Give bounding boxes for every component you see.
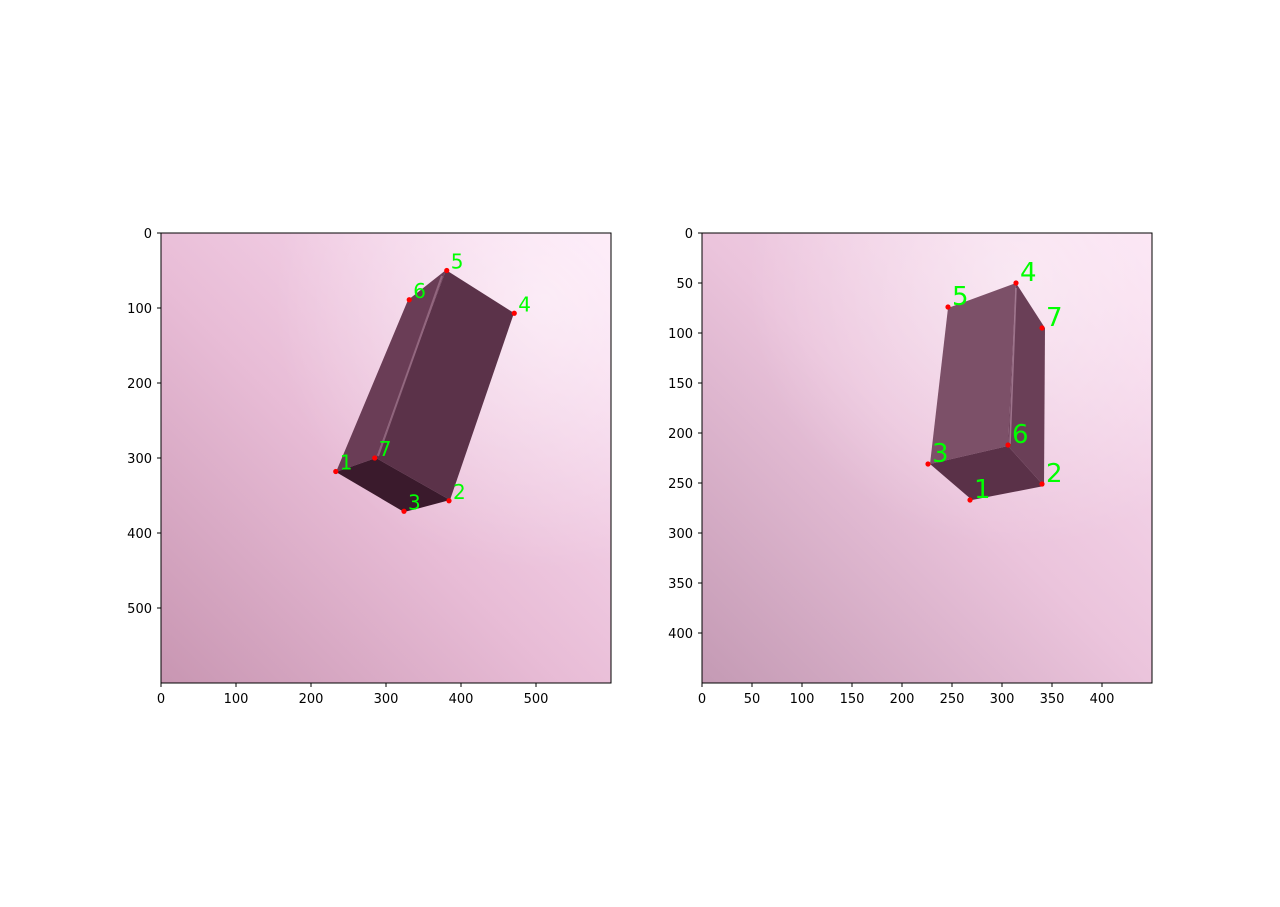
keypoint-label: 7 [1046, 303, 1063, 333]
y-tick-label: 50 [676, 277, 693, 292]
y-tick-label: 300 [668, 527, 693, 542]
keypoint-label: 6 [413, 279, 426, 303]
keypoint-label: 4 [1020, 258, 1037, 288]
keypoint-marker [1039, 325, 1045, 331]
keypoint-marker [446, 498, 452, 504]
axes-right-frame [701, 232, 1153, 684]
keypoint-label: 1 [340, 451, 353, 475]
box-right-edge-highlight [1009, 287, 1017, 445]
box-left-side-face [376, 270, 514, 500]
y-tick-label: 0 [144, 227, 152, 242]
y-tick-label: 100 [127, 302, 152, 317]
keypoints-right: 31 26 4 5 7 [925, 258, 1063, 505]
y-tick-label: 400 [668, 627, 693, 642]
y-tick-label: 300 [127, 452, 152, 467]
y-tick-label: 500 [127, 602, 152, 617]
keypoint-label: 3 [932, 439, 949, 469]
y-tick-label: 350 [668, 577, 693, 592]
box-left-bottom-face [336, 458, 450, 512]
keypoint-marker [406, 297, 412, 303]
y-tick-label: 100 [668, 327, 693, 342]
keypoint-label: 1 [974, 475, 991, 505]
x-tick-label: 100 [224, 692, 249, 707]
keypoint-marker [925, 461, 931, 467]
keypoint-label: 2 [453, 480, 466, 504]
x-tick-label: 200 [890, 692, 915, 707]
y-tick-label: 400 [127, 527, 152, 542]
keypoint-marker [444, 267, 450, 274]
x-tick-label: 50 [744, 692, 761, 707]
keypoint-marker [333, 468, 339, 475]
box-right-front-face [930, 283, 1016, 464]
x-tick-label: 300 [990, 692, 1015, 707]
keypoint-label: 6 [1012, 420, 1029, 450]
keypoint-marker [1039, 481, 1045, 487]
y-tick-label: 150 [668, 377, 693, 392]
x-tick-label: 150 [840, 692, 865, 707]
ticks-right: 0 50 100 150 200 250 300 350 400 0 50 100 150 200 250 3… [668, 227, 1114, 707]
y-tick-label: 200 [127, 377, 152, 392]
x-tick-label: 500 [524, 692, 549, 707]
x-tick-label: 400 [1090, 692, 1115, 707]
x-tick-label: 350 [1040, 692, 1065, 707]
keypoint-marker [967, 497, 973, 503]
x-tick-label: 200 [299, 692, 324, 707]
y-tick-label: 250 [668, 477, 693, 492]
x-tick-label: 400 [449, 692, 474, 707]
box-left-edge-highlight [377, 275, 443, 457]
keypoint-marker [1005, 442, 1011, 448]
keypoint-label: 5 [451, 250, 464, 274]
panel-left: 1 7 3 2 4 5 6 0 100 200 300 400 500 0 100 200 300 400 500 [127, 227, 612, 707]
x-tick-label: 100 [790, 692, 815, 707]
x-tick-label: 0 [698, 692, 706, 707]
keypoint-label: 2 [1046, 459, 1063, 489]
box-right-side-face [1008, 283, 1045, 486]
keypoint-label: 5 [952, 282, 969, 312]
keypoint-marker [511, 310, 517, 316]
keypoint-label: 4 [518, 292, 531, 316]
keypoint-marker [372, 455, 378, 461]
x-tick-label: 250 [940, 692, 965, 707]
x-tick-label: 0 [157, 692, 165, 707]
box-right [930, 283, 1045, 500]
x-tick-label: 300 [374, 692, 399, 707]
box-left-front-face [336, 270, 446, 472]
keypoint-label: 3 [408, 490, 421, 514]
ticks-left: 0 100 200 300 400 500 0 100 200 300 400 500 [127, 227, 548, 707]
photo-right-glow [702, 233, 1152, 683]
y-tick-label: 200 [668, 427, 693, 442]
keypoint-marker [401, 508, 407, 514]
keypoint-marker [1013, 280, 1019, 286]
keypoint-label: 7 [379, 437, 392, 461]
box-right-bottom-face [930, 446, 1044, 500]
box-left [336, 270, 514, 512]
panel-right: 31 26 4 5 7 0 50 100 150 200 250 300 350 400 0 50 100 15… [668, 227, 1153, 707]
keypoint-marker [945, 304, 951, 310]
y-tick-label: 0 [685, 227, 693, 242]
keypoints-left: 1 7 3 2 4 5 6 [333, 250, 531, 514]
